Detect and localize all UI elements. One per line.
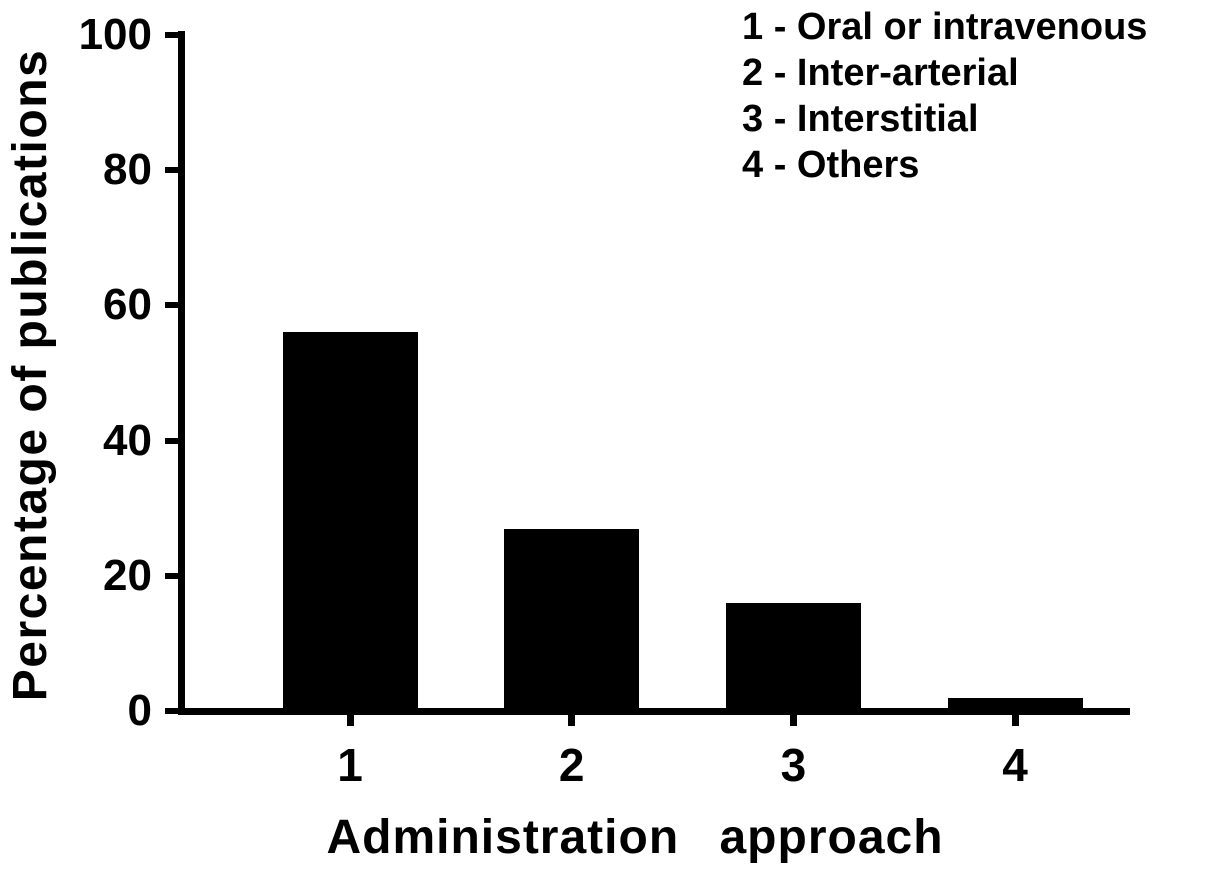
legend-item: 1 - Oral or intravenous [742,6,1148,48]
y-tick-label: 60 [103,280,152,330]
y-tick-label: 0 [127,686,152,735]
y-tick-mark [165,302,178,309]
y-tick-mark [165,32,178,38]
x-tick-label: 3 [780,739,807,791]
x-tick-mark [789,715,797,726]
bar-category-4 [947,697,1083,712]
y-tick-mark [165,167,178,174]
y-tick-mark [165,437,178,444]
y-tick-label: 80 [103,145,152,195]
x-tick-mark [568,715,576,726]
bar-category-1 [282,332,418,712]
legend-item: 3 - Interstitial [742,98,979,140]
legend-item: 4 - Others [742,144,920,186]
y-tick-label: 100 [78,10,152,59]
y-tick-label: 20 [103,550,152,600]
x-tick-label: 2 [558,739,585,791]
y-tick-label: 40 [103,415,152,465]
x-tick-mark [346,715,354,726]
legend: 1 - Oral or intravenous 2 - Inter-arteria… [742,4,1147,188]
x-tick-mark [1011,715,1019,726]
x-tick-label: 1 [337,739,363,791]
x-tick-label: 4 [1002,739,1028,791]
y-tick-mark [165,708,178,714]
x-axis-line [178,708,1130,715]
bar-category-2 [504,528,640,712]
y-axis-line [178,31,185,714]
y-tick-mark [165,572,178,579]
bar-category-3 [725,602,861,712]
x-axis-title: Administration approach [326,811,944,864]
legend-item: 2 - Inter-arterial [742,52,1019,94]
